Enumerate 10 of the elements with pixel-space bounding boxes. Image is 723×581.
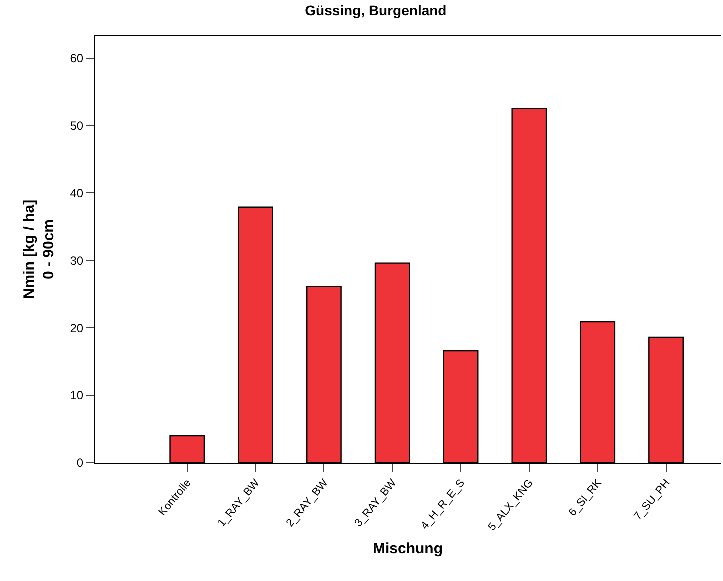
y-tick-label: 0	[76, 456, 84, 470]
y-tick-label: 30	[70, 254, 84, 268]
x-axis-title: Mischung	[373, 540, 443, 558]
y-tick-label: 60	[70, 51, 84, 66]
y-tick-label: 50	[70, 118, 84, 133]
chart-title: Güssing, Burgenland	[305, 2, 447, 19]
y-axis-title: Nmin [kg / ha] 0 - 90cm	[20, 200, 58, 300]
y-tick-label: 40	[70, 186, 84, 200]
y-tick-label: 10	[70, 388, 84, 403]
y-tick-label: 20	[70, 321, 84, 336]
